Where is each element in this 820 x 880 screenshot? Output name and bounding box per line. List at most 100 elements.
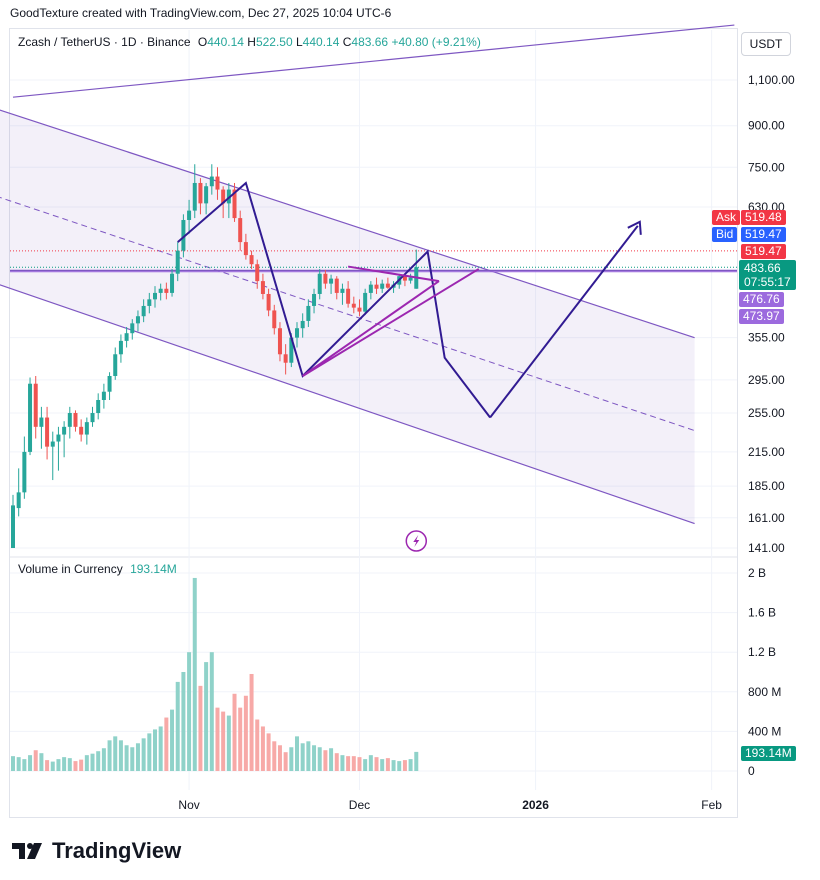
candle-body (334, 278, 339, 293)
candle-body (45, 417, 50, 447)
last-price-tag: 483.66 07:55:17 (739, 260, 796, 290)
volume-tick-label: 2 B (748, 566, 766, 580)
candle-body (277, 328, 282, 355)
candle-body (323, 273, 328, 284)
volume-bar (204, 662, 209, 771)
volume-bar (209, 652, 214, 771)
upper-trend-line (12, 24, 735, 98)
candle-body (215, 176, 220, 190)
candle-body (107, 375, 112, 392)
candle-body (402, 276, 407, 281)
volume-bar (187, 652, 192, 771)
volume-bar (402, 760, 407, 771)
candle-body (16, 492, 21, 509)
volume-bar (232, 693, 237, 771)
volume-bar (215, 707, 220, 771)
channel-fill (0, 110, 695, 524)
volume-bar (289, 747, 294, 771)
volume-bar (192, 577, 197, 771)
volume-bar (11, 756, 15, 771)
candle-body (67, 413, 72, 427)
volume-bar (306, 741, 311, 771)
bid-label-tag: Bid (712, 227, 738, 242)
candle-body (153, 292, 157, 300)
candle-body (317, 273, 322, 294)
candle-body (113, 354, 118, 376)
currency-button[interactable]: USDT (741, 32, 791, 56)
volume-bar (374, 757, 379, 771)
candle-body (118, 340, 123, 355)
candle-body (221, 189, 226, 204)
candle-body (209, 176, 214, 187)
candle-body (363, 292, 368, 312)
volume-bar (312, 745, 317, 771)
candle-body (266, 293, 271, 311)
volume-bar (226, 715, 231, 771)
candle-body (306, 305, 311, 321)
volume-bar (249, 673, 254, 771)
candle-body (101, 391, 106, 400)
volume-legend: Volume in Currency 193.14M (18, 562, 177, 576)
volume-label[interactable]: Volume in Currency (18, 562, 123, 576)
open-label: O (197, 35, 208, 49)
volume-bar (153, 729, 157, 771)
candle-body (141, 305, 146, 317)
candle-body (11, 505, 15, 548)
candle-body (357, 307, 362, 312)
candle-body (232, 189, 237, 219)
volume-bar (198, 685, 203, 771)
volume-bar (368, 755, 373, 771)
channel-median-line (0, 196, 695, 432)
ask-label-tag: Ask (712, 210, 741, 225)
wedge-lower-line-2 (302, 268, 480, 377)
open-value: 440.14 (207, 35, 244, 49)
symbol-name[interactable]: Zcash / TetherUS · 1D · Binance (18, 35, 191, 49)
candle-body (340, 288, 345, 293)
candle-body (312, 293, 317, 306)
volume-tick-label: 1.2 B (748, 645, 776, 659)
tradingview-logo[interactable]: TradingView (12, 838, 181, 864)
price-tick-label: 1,100.00 (748, 73, 795, 87)
chart-credit: GoodTexture created with TradingView.com… (10, 6, 392, 20)
candle-body (84, 422, 89, 435)
candle-body (260, 281, 265, 294)
volume-bar (147, 733, 152, 771)
volume-tick-label: 1.6 B (748, 606, 776, 620)
close-value: 483.66 (351, 35, 389, 49)
high-label: H (247, 35, 256, 49)
time-tick-label: Feb (701, 798, 722, 812)
volume-bar (39, 753, 44, 771)
change-value: +40.80 (+9.21%) (391, 35, 481, 49)
candle-body (90, 413, 95, 423)
volume-bar (67, 758, 72, 771)
price-tick-label: 255.00 (748, 406, 785, 420)
time-tick-label: Dec (349, 798, 370, 812)
candle-body (374, 284, 379, 289)
volume-bar (158, 726, 163, 771)
volume-bar (380, 759, 385, 771)
candle-body (175, 250, 180, 274)
time-tick-label: 2026 (522, 798, 549, 812)
candle-body (22, 451, 27, 493)
volume-bar (28, 755, 33, 771)
volume-bar (124, 745, 129, 771)
bid-price-tag: 519.47 (741, 227, 786, 242)
price-tick-label: 215.00 (748, 445, 785, 459)
zigzag-pattern-line (177, 181, 491, 419)
volume-bar (79, 759, 84, 771)
volume-bar (141, 738, 146, 771)
volume-bar (90, 753, 95, 771)
volume-value-tag: 193.14M (741, 746, 796, 761)
volume-bar (107, 740, 112, 771)
volume-bar (272, 741, 277, 771)
volume-bar (56, 759, 61, 771)
volume-bar (277, 745, 282, 771)
price-tick-label: 355.00 (748, 331, 785, 345)
level-tag-1: 476.76 (739, 292, 784, 307)
high-value: 522.50 (255, 35, 293, 49)
volume-bar (357, 757, 362, 771)
candle-body (346, 288, 351, 304)
price-tick-label: 185.00 (748, 479, 785, 493)
volume-bar (135, 743, 140, 771)
